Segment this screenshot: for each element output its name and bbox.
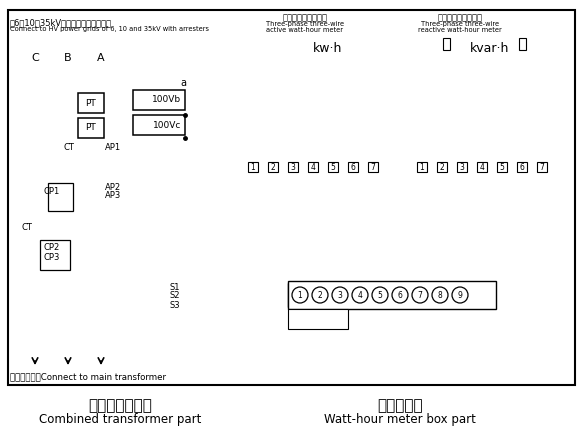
Bar bbox=[417, 162, 427, 172]
Text: 2: 2 bbox=[318, 291, 322, 300]
Text: AP1: AP1 bbox=[105, 143, 121, 152]
Text: 4: 4 bbox=[311, 162, 315, 171]
Text: 3: 3 bbox=[338, 291, 342, 300]
Bar bbox=[288, 281, 496, 309]
Bar bbox=[477, 162, 487, 172]
Bar bbox=[368, 162, 378, 172]
Text: CT: CT bbox=[22, 223, 33, 233]
Text: 5: 5 bbox=[331, 162, 335, 171]
Text: 6: 6 bbox=[398, 291, 402, 300]
Circle shape bbox=[392, 287, 408, 303]
Text: CT: CT bbox=[63, 143, 74, 152]
Text: 3: 3 bbox=[459, 162, 465, 171]
Circle shape bbox=[432, 287, 448, 303]
Bar bbox=[288, 283, 472, 307]
Text: Watt-hour meter box part: Watt-hour meter box part bbox=[324, 413, 476, 426]
Text: AP3: AP3 bbox=[105, 191, 121, 200]
Circle shape bbox=[332, 287, 348, 303]
Text: AP2: AP2 bbox=[105, 184, 121, 193]
Text: 组合互感器部分: 组合互感器部分 bbox=[88, 398, 152, 413]
Bar bbox=[48, 183, 73, 211]
FancyBboxPatch shape bbox=[243, 38, 412, 170]
Text: 7: 7 bbox=[371, 162, 375, 171]
Circle shape bbox=[352, 287, 368, 303]
Circle shape bbox=[312, 287, 328, 303]
Text: active watt-hour meter: active watt-hour meter bbox=[266, 27, 343, 33]
Bar bbox=[288, 162, 298, 172]
Text: 3: 3 bbox=[290, 162, 296, 171]
Bar bbox=[348, 162, 358, 172]
Circle shape bbox=[452, 287, 468, 303]
Text: 电表箱部分: 电表箱部分 bbox=[377, 398, 423, 413]
Text: a: a bbox=[180, 78, 186, 88]
Bar bbox=[457, 162, 467, 172]
Text: 1: 1 bbox=[298, 291, 303, 300]
Text: S3: S3 bbox=[170, 301, 181, 310]
Text: C: C bbox=[31, 53, 39, 63]
Bar bbox=[288, 309, 348, 329]
Text: kvar·h: kvar·h bbox=[470, 42, 510, 55]
Text: 5: 5 bbox=[500, 162, 504, 171]
Text: 1: 1 bbox=[251, 162, 255, 171]
Text: 7: 7 bbox=[539, 162, 545, 171]
Text: 5: 5 bbox=[378, 291, 382, 300]
Text: 8: 8 bbox=[438, 291, 442, 300]
Bar bbox=[328, 162, 338, 172]
Text: Three-phase three-wire: Three-phase three-wire bbox=[421, 21, 499, 27]
Text: 2: 2 bbox=[271, 162, 275, 171]
Bar bbox=[437, 162, 447, 172]
Bar bbox=[497, 162, 507, 172]
Text: 接至主变压器Connect to main transformer: 接至主变压器Connect to main transformer bbox=[10, 372, 166, 381]
Text: PT: PT bbox=[86, 123, 96, 132]
Circle shape bbox=[412, 287, 428, 303]
Text: kw·h: kw·h bbox=[313, 42, 343, 55]
Text: Combined transformer part: Combined transformer part bbox=[39, 413, 201, 426]
Bar bbox=[78, 118, 104, 138]
Bar bbox=[133, 90, 185, 110]
Bar bbox=[517, 162, 527, 172]
FancyBboxPatch shape bbox=[413, 38, 567, 170]
Circle shape bbox=[372, 287, 388, 303]
Text: CP1: CP1 bbox=[43, 187, 59, 197]
Text: 1: 1 bbox=[420, 162, 424, 171]
Text: 6: 6 bbox=[519, 162, 525, 171]
Text: 6: 6 bbox=[350, 162, 356, 171]
Text: 接6、10、35kV高压电网同时配避雷器: 接6、10、35kV高压电网同时配避雷器 bbox=[10, 18, 112, 27]
Text: 4: 4 bbox=[357, 291, 363, 300]
Bar bbox=[268, 162, 278, 172]
Text: 7: 7 bbox=[417, 291, 423, 300]
Text: 2: 2 bbox=[440, 162, 444, 171]
Text: B: B bbox=[64, 53, 72, 63]
Bar bbox=[248, 162, 258, 172]
Bar bbox=[8, 10, 575, 385]
Text: Connect to HV power grids of 6, 10 and 35kV with arresters: Connect to HV power grids of 6, 10 and 3… bbox=[10, 26, 209, 32]
Text: reactive watt-hour meter: reactive watt-hour meter bbox=[418, 27, 502, 33]
Bar bbox=[78, 93, 104, 113]
Circle shape bbox=[292, 287, 308, 303]
Text: PT: PT bbox=[86, 98, 96, 107]
Text: 100Vc: 100Vc bbox=[153, 120, 181, 129]
Text: 100Vb: 100Vb bbox=[152, 96, 181, 104]
Text: 9: 9 bbox=[458, 291, 462, 300]
Text: CP3: CP3 bbox=[43, 253, 59, 262]
Text: CP2: CP2 bbox=[43, 243, 59, 252]
Bar bbox=[133, 115, 185, 135]
Bar bbox=[519, 38, 526, 50]
Text: 三相三线有功电度表: 三相三线有功电度表 bbox=[283, 13, 328, 22]
Text: 4: 4 bbox=[480, 162, 484, 171]
Text: S2: S2 bbox=[170, 291, 181, 301]
Text: 三相三线无功电度表: 三相三线无功电度表 bbox=[437, 13, 483, 22]
Text: S1: S1 bbox=[170, 282, 181, 291]
Text: A: A bbox=[97, 53, 105, 63]
Bar bbox=[40, 240, 70, 270]
Bar bbox=[443, 38, 450, 50]
Text: Three-phase three-wire: Three-phase three-wire bbox=[266, 21, 344, 27]
Bar bbox=[537, 162, 547, 172]
Bar bbox=[308, 162, 318, 172]
